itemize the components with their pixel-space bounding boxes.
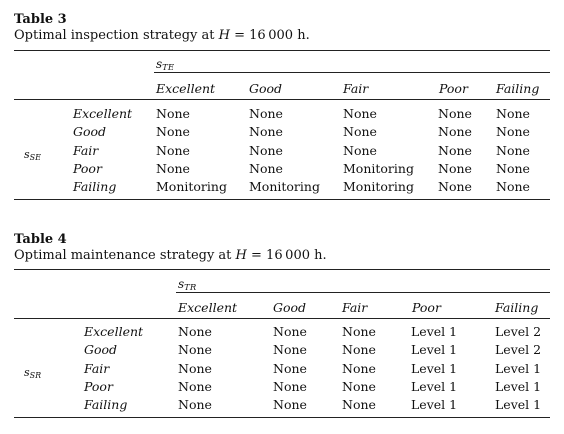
table-cell: None xyxy=(438,161,472,176)
table-cell: None xyxy=(249,161,283,176)
table-cell: None xyxy=(342,324,376,339)
table-cell: None xyxy=(438,124,472,139)
table-cell: Monitoring xyxy=(343,161,414,176)
table-3-column-symbol: sTE xyxy=(156,57,175,73)
table-4-col-excellent: Excellent xyxy=(178,300,238,315)
table-3-col-failing: Failing xyxy=(496,81,540,96)
table-3-label: Table 3 xyxy=(14,12,67,27)
table-3-header-rule xyxy=(14,99,550,100)
table-cell: None xyxy=(496,161,530,176)
table-4-col-fair: Fair xyxy=(342,300,368,315)
table-4: Table 4 Optimal maintenance strategy at … xyxy=(14,232,550,422)
table-4-col-poor: Poor xyxy=(412,300,441,315)
table-cell: Level 1 xyxy=(495,361,542,376)
table-cell: None xyxy=(342,361,376,376)
table-cell: None xyxy=(273,324,307,339)
table-cell: None xyxy=(438,179,472,194)
table-cell: None xyxy=(156,124,190,139)
table-cell: None xyxy=(438,106,472,121)
table-3-col-good: Good xyxy=(249,81,283,96)
table-cell: None xyxy=(273,361,307,376)
table-cell: None xyxy=(342,397,376,412)
table-cell: Level 1 xyxy=(411,379,458,394)
table-4-row-label: Good xyxy=(84,342,118,357)
table-4-row-label: Failing xyxy=(84,397,128,412)
table-cell: None xyxy=(156,161,190,176)
table-cell: Monitoring xyxy=(343,179,414,194)
table-cell: Level 2 xyxy=(495,342,542,357)
table-cell: None xyxy=(496,179,530,194)
table-3-row-label: Poor xyxy=(73,161,102,176)
table-4-col-failing: Failing xyxy=(495,300,539,315)
table-cell: Level 1 xyxy=(411,342,458,357)
table-cell: None xyxy=(249,106,283,121)
table-4-column-symbol: sTR xyxy=(178,277,197,293)
table-3-row-symbol: sSE xyxy=(24,148,41,162)
table-3-row-label: Fair xyxy=(73,143,99,158)
table-cell: None xyxy=(496,143,530,158)
table-cell: None xyxy=(496,124,530,139)
table-cell: Level 1 xyxy=(411,397,458,412)
table-4-col-good: Good xyxy=(273,300,307,315)
table-3-column-group-rule xyxy=(154,72,550,73)
table-4-row-symbol: sSR xyxy=(24,366,42,380)
table-cell: None xyxy=(178,324,212,339)
table-4-row-label: Poor xyxy=(84,379,113,394)
table-cell: Level 1 xyxy=(411,361,458,376)
table-cell: None xyxy=(178,342,212,357)
table-cell: Level 1 xyxy=(411,324,458,339)
table-4-header-rule xyxy=(14,318,550,319)
table-cell: Level 1 xyxy=(495,379,542,394)
table-4-caption: Optimal maintenance strategy at H = 16 0… xyxy=(14,248,327,263)
table-4-bottom-rule xyxy=(14,417,550,418)
table-cell: None xyxy=(273,342,307,357)
table-cell: Level 1 xyxy=(495,397,542,412)
table-cell: None xyxy=(178,379,212,394)
table-4-row-label: Fair xyxy=(84,361,110,376)
table-3-col-excellent: Excellent xyxy=(156,81,216,96)
table-cell: None xyxy=(343,106,377,121)
table-cell: None xyxy=(178,397,212,412)
table-cell: None xyxy=(249,143,283,158)
table-cell: None xyxy=(156,106,190,121)
table-cell: Monitoring xyxy=(156,179,227,194)
table-cell: None xyxy=(496,106,530,121)
table-4-column-group-rule xyxy=(176,292,550,293)
table-cell: Level 2 xyxy=(495,324,542,339)
table-cell: None xyxy=(342,342,376,357)
table-3-top-rule xyxy=(14,50,550,51)
table-cell: None xyxy=(438,143,472,158)
table-cell: None xyxy=(273,397,307,412)
table-cell: Monitoring xyxy=(249,179,320,194)
table-cell: None xyxy=(249,124,283,139)
table-cell: None xyxy=(178,361,212,376)
table-3: Table 3 Optimal inspection strategy at H… xyxy=(14,12,550,202)
table-3-row-label: Good xyxy=(73,124,107,139)
table-4-row-label: Excellent xyxy=(84,324,144,339)
table-3-caption: Optimal inspection strategy at H = 16 00… xyxy=(14,28,310,43)
table-cell: None xyxy=(343,143,377,158)
table-3-col-fair: Fair xyxy=(343,81,369,96)
table-3-bottom-rule xyxy=(14,199,550,200)
table-3-col-poor: Poor xyxy=(439,81,468,96)
table-4-top-rule xyxy=(14,269,550,270)
table-cell: None xyxy=(342,379,376,394)
table-4-label: Table 4 xyxy=(14,232,67,247)
table-3-row-label: Excellent xyxy=(73,106,133,121)
table-cell: None xyxy=(273,379,307,394)
table-cell: None xyxy=(156,143,190,158)
table-3-row-label: Failing xyxy=(73,179,117,194)
table-cell: None xyxy=(343,124,377,139)
